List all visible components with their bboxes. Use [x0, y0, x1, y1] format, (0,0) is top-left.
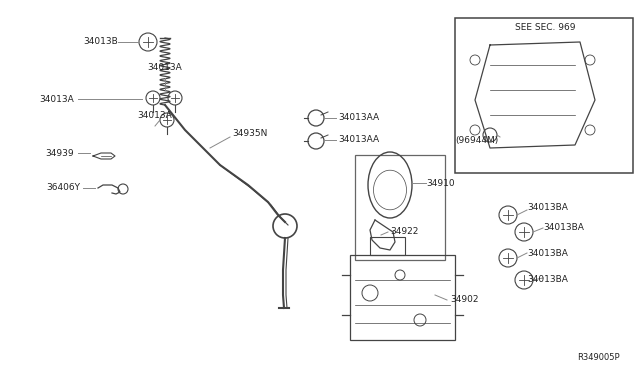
Bar: [355, 155, 445, 260]
Text: 34013BA: 34013BA: [527, 248, 568, 257]
Bar: [350, 255, 455, 340]
Text: R349005P: R349005P: [577, 353, 620, 362]
Text: 34922: 34922: [390, 228, 419, 237]
Text: SEE SEC. 969: SEE SEC. 969: [515, 22, 575, 32]
Text: (96944M): (96944M): [455, 135, 498, 144]
Text: 34939: 34939: [45, 148, 74, 157]
Text: 34013AA: 34013AA: [338, 112, 379, 122]
Text: 34013BA: 34013BA: [527, 276, 568, 285]
Text: 34013BA: 34013BA: [543, 224, 584, 232]
Text: 34935N: 34935N: [232, 128, 268, 138]
Text: 34910: 34910: [426, 179, 454, 187]
Text: 34013BA: 34013BA: [527, 202, 568, 212]
Bar: [370, 237, 405, 255]
Text: 34013A: 34013A: [39, 94, 74, 103]
Bar: [455, 18, 633, 173]
Text: 34013AA: 34013AA: [338, 135, 379, 144]
Text: 34013A: 34013A: [138, 112, 172, 121]
Text: 34013A: 34013A: [148, 64, 182, 73]
Text: 34013B: 34013B: [83, 38, 118, 46]
Text: 36406Y: 36406Y: [46, 183, 80, 192]
Text: 34902: 34902: [450, 295, 479, 305]
